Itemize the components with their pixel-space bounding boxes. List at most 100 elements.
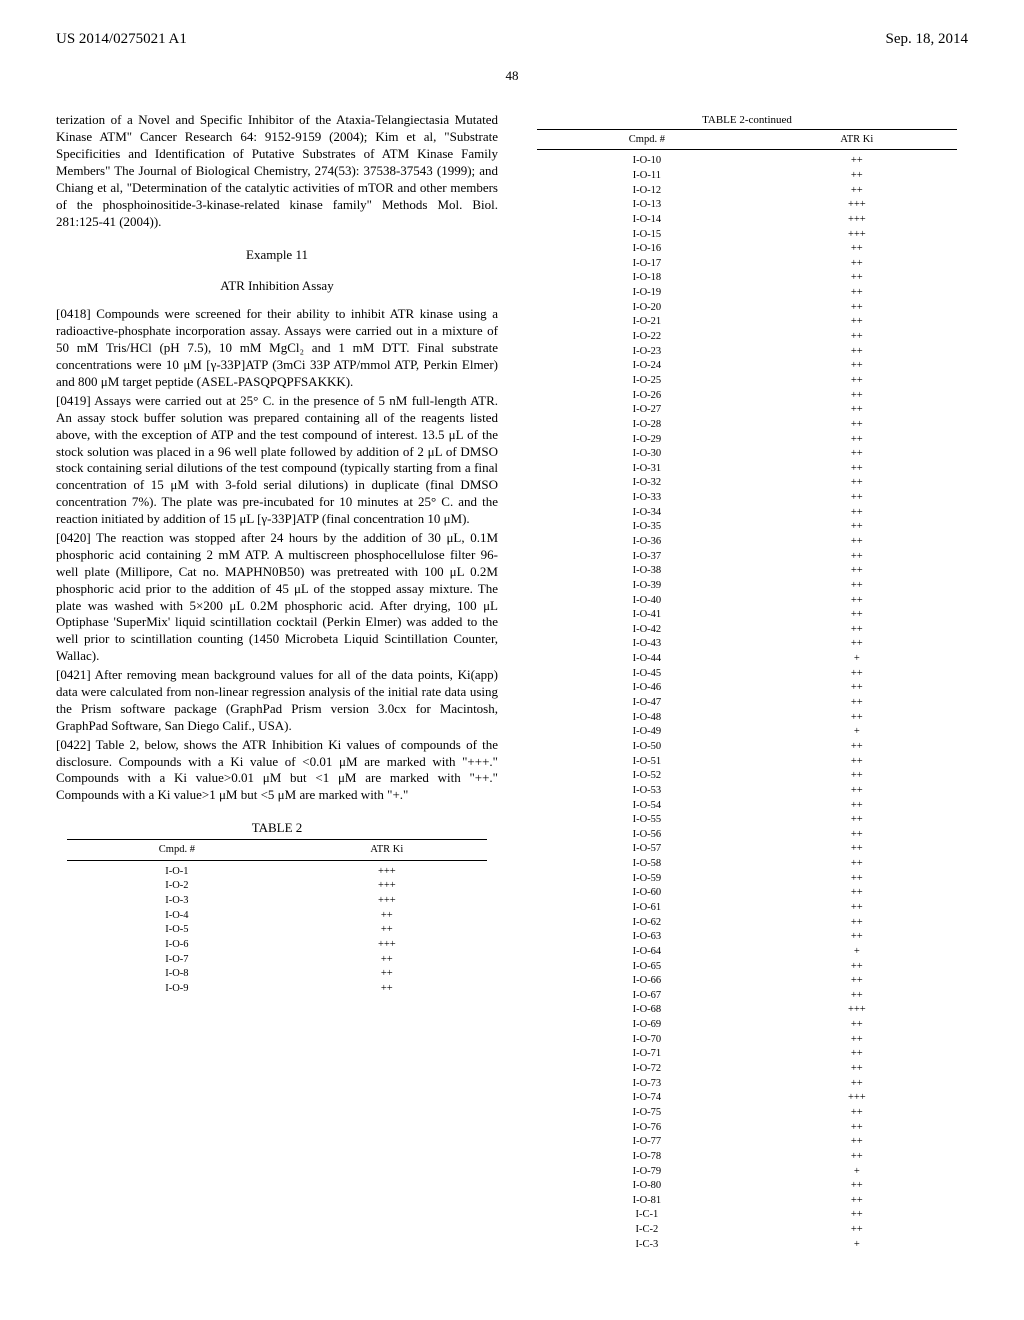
table-row: I-O-29++ xyxy=(537,432,957,447)
table-row: I-O-74+++ xyxy=(537,1091,957,1106)
atrki-cell: ++ xyxy=(757,256,957,271)
atrki-cell: ++ xyxy=(757,871,957,886)
table-row: I-O-12++ xyxy=(537,183,957,198)
cmpd-cell: I-O-18 xyxy=(537,271,757,286)
cmpd-cell: I-O-33 xyxy=(537,491,757,506)
table-row: I-O-9++ xyxy=(67,981,487,996)
cmpd-cell: I-O-80 xyxy=(537,1179,757,1194)
cmpd-cell: I-O-64 xyxy=(537,944,757,959)
table-row: I-O-76++ xyxy=(537,1120,957,1135)
atrki-cell: ++ xyxy=(757,959,957,974)
atrki-cell: ++ xyxy=(757,534,957,549)
cmpd-cell: I-O-74 xyxy=(537,1091,757,1106)
table-row: I-O-15+++ xyxy=(537,227,957,242)
atrki-cell: + xyxy=(757,725,957,740)
atrki-cell: ++ xyxy=(757,1062,957,1077)
cmpd-cell: I-O-4 xyxy=(67,908,287,923)
cmpd-cell: I-O-5 xyxy=(67,923,287,938)
table-row: I-O-81++ xyxy=(537,1193,957,1208)
cmpd-cell: I-O-15 xyxy=(537,227,757,242)
table-row: I-O-44+ xyxy=(537,652,957,667)
cmpd-cell: I-O-46 xyxy=(537,681,757,696)
cmpd-cell: I-O-32 xyxy=(537,476,757,491)
table-2-continued: Cmpd. # ATR Ki I-O-10++I-O-11++I-O-12++I… xyxy=(537,129,957,1252)
atrki-cell: ++ xyxy=(757,637,957,652)
atrki-cell: ++ xyxy=(757,696,957,711)
atrki-cell: ++ xyxy=(757,827,957,842)
cmpd-cell: I-O-51 xyxy=(537,754,757,769)
cmpd-cell: I-O-40 xyxy=(537,593,757,608)
table-row: I-O-27++ xyxy=(537,403,957,418)
paragraph-0418: [0418] Compounds were screened for their… xyxy=(56,306,498,390)
patent-number: US 2014/0275021 A1 xyxy=(56,30,187,50)
table-row: I-O-2+++ xyxy=(67,879,487,894)
table-2r-col-atrki: ATR Ki xyxy=(757,129,957,150)
atrki-cell: ++ xyxy=(757,901,957,916)
table-row: I-O-11++ xyxy=(537,168,957,183)
table-row: I-O-65++ xyxy=(537,959,957,974)
atrki-cell: +++ xyxy=(757,227,957,242)
atrki-cell: ++ xyxy=(757,769,957,784)
atrki-cell: +++ xyxy=(287,864,487,879)
cmpd-cell: I-O-57 xyxy=(537,842,757,857)
table-row: I-O-39++ xyxy=(537,578,957,593)
atrki-cell: ++ xyxy=(757,739,957,754)
atrki-cell: ++ xyxy=(757,359,957,374)
atrki-cell: ++ xyxy=(757,608,957,623)
atrki-cell: ++ xyxy=(757,710,957,725)
atrki-cell: ++ xyxy=(287,923,487,938)
cmpd-cell: I-O-1 xyxy=(67,864,287,879)
table-row: I-O-53++ xyxy=(537,783,957,798)
cmpd-cell: I-O-28 xyxy=(537,417,757,432)
page-header: US 2014/0275021 A1 Sep. 18, 2014 xyxy=(56,30,968,50)
atrki-cell: + xyxy=(757,1164,957,1179)
table-row: I-O-4++ xyxy=(67,908,487,923)
cmpd-cell: I-O-68 xyxy=(537,1003,757,1018)
atrki-cell: ++ xyxy=(757,1105,957,1120)
cmpd-cell: I-O-54 xyxy=(537,798,757,813)
cmpd-cell: I-O-52 xyxy=(537,769,757,784)
cmpd-cell: I-O-73 xyxy=(537,1076,757,1091)
table-row: I-O-56++ xyxy=(537,827,957,842)
atrki-cell: ++ xyxy=(757,1076,957,1091)
table-row: I-O-75++ xyxy=(537,1105,957,1120)
table-row: I-O-1+++ xyxy=(67,864,487,879)
page-number: 48 xyxy=(56,68,968,85)
table-row: I-O-73++ xyxy=(537,1076,957,1091)
example-title: Example 11 xyxy=(56,247,498,264)
cmpd-cell: I-O-27 xyxy=(537,403,757,418)
atrki-cell: ++ xyxy=(757,1208,957,1223)
cmpd-cell: I-O-56 xyxy=(537,827,757,842)
cmpd-cell: I-O-20 xyxy=(537,300,757,315)
cmpd-cell: I-O-67 xyxy=(537,988,757,1003)
cmpd-cell: I-O-79 xyxy=(537,1164,757,1179)
cmpd-cell: I-O-70 xyxy=(537,1032,757,1047)
paragraph-0421: [0421] After removing mean background va… xyxy=(56,667,498,735)
cmpd-cell: I-O-72 xyxy=(537,1062,757,1077)
atrki-cell: ++ xyxy=(757,974,957,989)
cmpd-cell: I-O-12 xyxy=(537,183,757,198)
cmpd-cell: I-O-38 xyxy=(537,564,757,579)
atrki-cell: ++ xyxy=(757,988,957,1003)
table-row: I-O-43++ xyxy=(537,637,957,652)
atrki-cell: ++ xyxy=(757,593,957,608)
cmpd-cell: I-O-16 xyxy=(537,242,757,257)
table-row: I-O-47++ xyxy=(537,696,957,711)
table-row: I-O-21++ xyxy=(537,315,957,330)
table-row: I-O-35++ xyxy=(537,520,957,535)
cmpd-cell: I-O-42 xyxy=(537,622,757,637)
cmpd-cell: I-O-66 xyxy=(537,974,757,989)
atrki-cell: ++ xyxy=(757,505,957,520)
table-row: I-O-68+++ xyxy=(537,1003,957,1018)
cmpd-cell: I-O-44 xyxy=(537,652,757,667)
atrki-cell: +++ xyxy=(287,937,487,952)
atrki-cell: +++ xyxy=(757,1003,957,1018)
table-2-col-cmpd: Cmpd. # xyxy=(67,840,287,861)
table-2-col-atrki: ATR Ki xyxy=(287,840,487,861)
atrki-cell: +++ xyxy=(287,894,487,909)
cmpd-cell: I-O-58 xyxy=(537,857,757,872)
table-row: I-O-40++ xyxy=(537,593,957,608)
atrki-cell: + xyxy=(757,1237,957,1252)
cmpd-cell: I-O-41 xyxy=(537,608,757,623)
atrki-cell: +++ xyxy=(287,879,487,894)
